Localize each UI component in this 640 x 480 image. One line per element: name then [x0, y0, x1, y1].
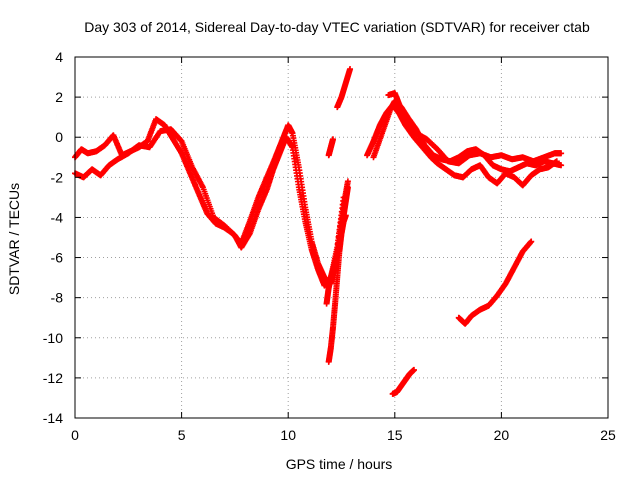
y-tick-label: 4 [55, 49, 63, 65]
data-point-track-a [344, 178, 351, 185]
y-tick-label: -12 [43, 370, 63, 386]
data-point-track-d [553, 158, 560, 165]
y-tick-label: -4 [51, 209, 64, 225]
y-tick-label: -14 [43, 410, 63, 426]
y-tick-label: -10 [43, 330, 63, 346]
data-point-segment-18-21 [528, 238, 535, 245]
y-tick-label: -8 [51, 290, 64, 306]
x-tick-label: 20 [494, 427, 510, 443]
x-tick-label: 0 [71, 427, 79, 443]
data-point-segment-high-12 [329, 136, 336, 143]
data-point-segment-12-13 [344, 184, 351, 191]
data-points [72, 66, 565, 397]
data-point-segment-15 [410, 366, 417, 373]
y-tick-label: -2 [51, 169, 64, 185]
x-axis-label: GPS time / hours [286, 456, 393, 472]
x-tick-label: 15 [387, 427, 403, 443]
data-point-segment-high-12-13 [347, 66, 354, 73]
chart-title: Day 303 of 2014, Sidereal Day-to-day VTE… [84, 19, 590, 35]
x-tick-label: 10 [280, 427, 296, 443]
plot-frame [74, 56, 609, 419]
y-tick-label: -6 [51, 250, 64, 266]
data-point-track-e [558, 150, 565, 157]
y-tick-label: 2 [55, 89, 63, 105]
grid-lines [75, 57, 608, 418]
y-tick-label: 0 [55, 129, 63, 145]
data-point-track-c [558, 162, 565, 169]
x-tick-label: 25 [600, 427, 616, 443]
y-axis-label: SDTVAR / TECUs [6, 183, 22, 295]
x-tick-label: 5 [178, 427, 186, 443]
